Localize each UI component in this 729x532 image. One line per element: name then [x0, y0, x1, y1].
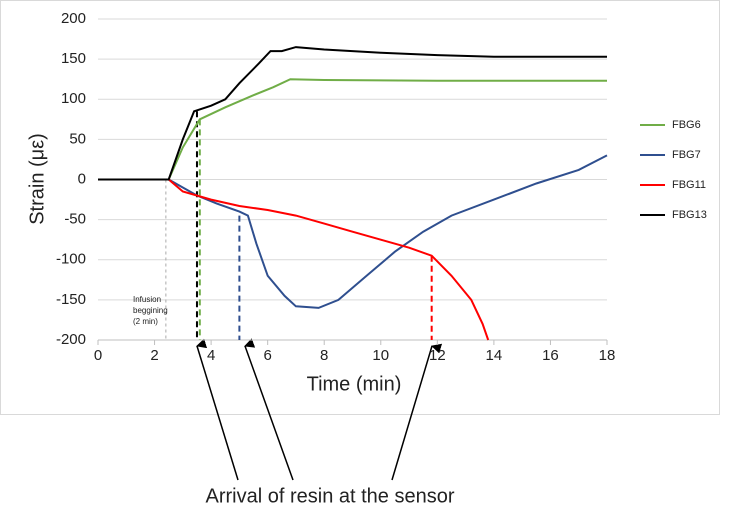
arrows	[196, 338, 443, 481]
series-line	[98, 178, 490, 341]
y-tick-label: 200	[61, 10, 86, 27]
x-tick-label: 4	[207, 347, 215, 364]
x-tick-label: 0	[94, 347, 102, 364]
arrow	[391, 343, 443, 481]
annotation: Infusion	[133, 295, 161, 304]
caption: Arrival of resin at the sensor	[206, 485, 455, 507]
legend-label: FBG7	[672, 149, 701, 161]
x-axis-title: Time (min)	[307, 373, 402, 395]
series-line	[98, 46, 607, 181]
y-tick-label: -50	[64, 211, 86, 228]
annotation: (2 min)	[133, 317, 158, 326]
arrow	[196, 338, 239, 481]
x-tick-label: 14	[486, 347, 503, 364]
y-axis-title: Strain (με)	[26, 133, 48, 225]
arrow	[244, 338, 294, 481]
y-tick-label: -100	[56, 251, 86, 268]
y-tick-label: 0	[78, 170, 86, 187]
x-tick-label: 8	[320, 347, 328, 364]
legend-label: FBG11	[672, 179, 706, 191]
legend-label: FBG6	[672, 119, 701, 131]
annotation: beggining	[133, 306, 168, 315]
chart-frame	[0, 0, 720, 415]
y-tick-label: 100	[61, 90, 86, 107]
x-tick-label: 12	[429, 347, 446, 364]
x-tick-label: 18	[599, 347, 616, 364]
y-tick-label: 150	[61, 50, 86, 67]
x-tick-label: 2	[150, 347, 158, 364]
y-tick-label: 50	[69, 130, 86, 147]
y-tick-label: -150	[56, 291, 86, 308]
legend-label: FBG13	[672, 209, 707, 221]
x-tick-label: 16	[542, 347, 559, 364]
x-tick-label: 10	[372, 347, 389, 364]
series-line	[98, 78, 607, 181]
y-tick-label: -200	[56, 331, 86, 348]
x-tick-label: 6	[263, 347, 271, 364]
